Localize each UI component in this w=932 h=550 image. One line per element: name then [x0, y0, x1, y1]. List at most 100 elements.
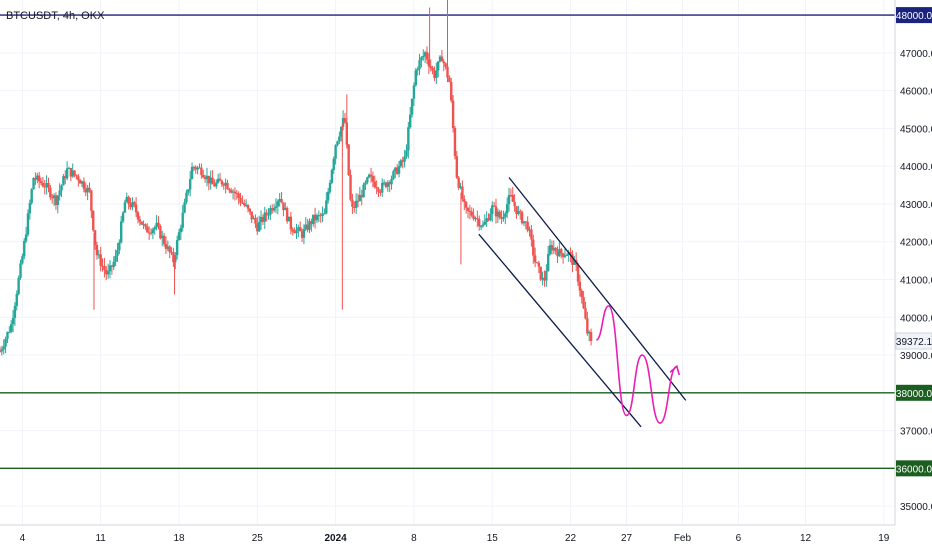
- candle-body: [161, 235, 164, 239]
- candle-body: [99, 254, 102, 266]
- projection-arrowhead: [669, 364, 681, 376]
- candle-body: [256, 223, 259, 232]
- candle-body: [13, 305, 17, 318]
- candle-body: [384, 182, 388, 187]
- time-tick-label: 25: [252, 533, 264, 544]
- candle-body: [133, 202, 136, 205]
- candle-body: [230, 190, 233, 193]
- projection-curve[interactable]: [595, 305, 678, 424]
- candle-body: [84, 188, 87, 193]
- candle-body: [381, 183, 384, 193]
- candle-body: [175, 240, 179, 256]
- candle-body: [129, 204, 132, 208]
- candle-body: [97, 254, 101, 256]
- candle-body: [554, 247, 557, 252]
- candle-body: [26, 213, 30, 235]
- channel-line-upper[interactable]: [508, 177, 687, 401]
- candle-body: [54, 195, 58, 206]
- price-axis[interactable]: 35000.0 37000.0 39000.0 40000.0 41000.0 42000…: [894, 0, 932, 525]
- candle-body: [164, 243, 168, 249]
- candle-body: [584, 308, 587, 319]
- candle-body: [522, 221, 526, 224]
- price-tick-label: 37000.0: [900, 427, 932, 438]
- candle-body: [532, 239, 535, 256]
- level-label-36000: 36000.0: [896, 464, 932, 475]
- candle-body: [576, 264, 580, 282]
- candle-body: [295, 229, 298, 234]
- time-tick-label: 2024: [325, 533, 348, 544]
- candle-body: [543, 277, 546, 281]
- candle-body: [442, 61, 445, 64]
- candle-body: [106, 271, 110, 275]
- candle-body: [51, 197, 54, 199]
- candle-body: [453, 127, 457, 157]
- candle-body: [463, 199, 466, 202]
- price-tick-label: 41000.0: [900, 275, 932, 286]
- candle-body: [34, 178, 37, 180]
- candle-body: [392, 171, 395, 179]
- candle-body: [233, 191, 237, 194]
- candle-body: [464, 201, 468, 208]
- candle-body: [369, 174, 373, 177]
- candle-body: [207, 175, 211, 184]
- candle-body: [127, 196, 130, 205]
- candle-body: [459, 186, 462, 188]
- candle-body: [259, 217, 263, 223]
- candle-body: [211, 177, 214, 185]
- candle-body: [353, 206, 356, 208]
- candle-body: [390, 178, 393, 185]
- candle-body: [412, 85, 416, 99]
- candle-body: [505, 204, 509, 214]
- price-tick-label: 42000.0: [900, 238, 932, 249]
- candle-body: [30, 189, 33, 203]
- candle-body: [414, 70, 418, 86]
- candle-body: [149, 232, 153, 234]
- candle-body: [58, 190, 61, 196]
- time-tick-label: 27: [621, 533, 633, 544]
- candle-body: [500, 217, 503, 219]
- candle-body: [0, 351, 2, 353]
- candle-body: [138, 219, 142, 222]
- candle-body: [243, 203, 246, 206]
- candle-body: [114, 255, 117, 262]
- candle-body: [252, 218, 255, 220]
- candle-body: [552, 247, 555, 251]
- candle-body: [410, 98, 414, 115]
- candle-body: [261, 217, 265, 222]
- candle-body: [237, 193, 240, 199]
- candle-body: [21, 256, 24, 264]
- candle-body: [93, 230, 97, 245]
- candle-body: [450, 81, 453, 101]
- candle-body: [246, 204, 250, 209]
- candle-body: [101, 265, 104, 267]
- time-tick-label: 12: [800, 533, 812, 544]
- candle-body: [67, 167, 71, 169]
- candle-body: [157, 222, 160, 227]
- candle-body: [121, 212, 125, 222]
- candle-body: [386, 182, 390, 187]
- time-axis[interactable]: 4 11 18 25 2024 8 15 22 27 Feb 6 12 19: [0, 524, 895, 544]
- candle-body: [332, 158, 335, 170]
- candle-body: [338, 136, 341, 142]
- candle-body: [73, 170, 76, 176]
- projection-path: [595, 305, 681, 424]
- candle-body: [524, 221, 528, 223]
- time-tick-label: 4: [20, 533, 26, 544]
- candle-body: [92, 210, 95, 231]
- candle-body: [310, 221, 313, 225]
- channel-line-lower[interactable]: [478, 233, 642, 428]
- candle-body: [481, 224, 485, 227]
- candle-body: [213, 184, 216, 187]
- candle-body: [533, 255, 537, 263]
- candle-body: [147, 232, 151, 234]
- candle-body: [45, 182, 48, 188]
- candle-body: [300, 231, 304, 238]
- candle-body: [153, 227, 156, 230]
- time-tick-label: 19: [878, 533, 890, 544]
- candle-body: [274, 206, 278, 208]
- candle-body: [4, 338, 7, 347]
- candle-body: [166, 246, 170, 249]
- candle-body: [62, 176, 65, 186]
- candle-body: [546, 253, 550, 271]
